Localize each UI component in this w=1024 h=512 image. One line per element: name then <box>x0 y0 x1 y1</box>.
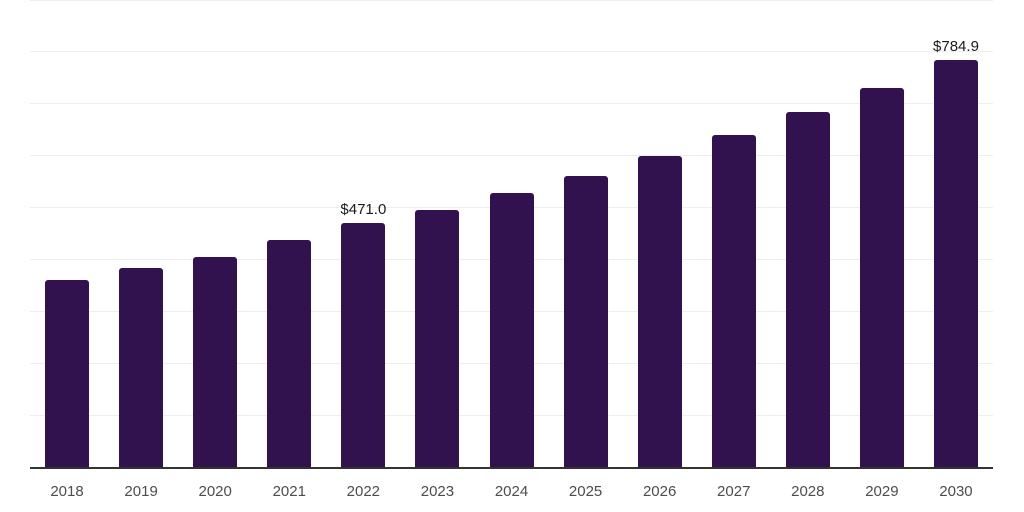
gridline-900 <box>30 0 993 1</box>
x-axis-labels: 2018 2019 2020 2021 2022 2023 2024 2025 2026 2027… <box>30 483 993 500</box>
bar-value-label-2022: $471.0 <box>340 200 387 218</box>
bar-slot-2027 <box>697 0 771 467</box>
bar-2029 <box>859 87 904 467</box>
bar-slot-2019 <box>104 0 178 467</box>
bar-2025 <box>563 175 608 467</box>
bar-2026 <box>637 156 682 467</box>
plot-area: $471.0 $784.9 <box>30 0 993 469</box>
bar-slot-2018 <box>30 0 104 467</box>
bar-slot-2022: $471.0 <box>326 0 400 467</box>
x-tick-label-2024: 2024 <box>494 483 529 500</box>
bar-2020 <box>193 256 238 467</box>
x-tick-label-2028: 2028 <box>791 483 825 500</box>
bar-slot-2021 <box>252 0 326 467</box>
x-tick-label-2027: 2027 <box>717 483 751 500</box>
x-tick-label-2030: 2030 <box>939 483 973 500</box>
bar-2024 <box>489 192 534 467</box>
x-tick-label-2020: 2020 <box>198 483 232 500</box>
bar-slot-2030: $784.9 <box>919 0 993 467</box>
gridline-800 <box>30 51 993 53</box>
x-tick-label-2023: 2023 <box>420 483 455 500</box>
bar-2027 <box>711 134 756 467</box>
x-tick-label-2025: 2025 <box>568 483 603 500</box>
gridline-600 <box>30 155 993 157</box>
bar-slot-2029 <box>845 0 919 467</box>
x-tick-label-2026: 2026 <box>642 483 677 500</box>
bar-2030 <box>933 59 978 467</box>
bar-2021 <box>267 240 312 467</box>
x-tick-label-2018: 2018 <box>50 483 84 500</box>
bar-slot-2025 <box>549 0 623 467</box>
bar-2023 <box>415 209 460 467</box>
bars: $471.0 $784.9 <box>30 0 993 467</box>
bar-2028 <box>785 112 830 467</box>
bar-value-label-2030: $784.9 <box>933 37 979 55</box>
bar-slot-2023 <box>400 0 474 467</box>
x-tick-label-2019: 2019 <box>124 483 158 500</box>
gridline-700 <box>30 103 993 105</box>
bar-chart: $471.0 $784.9 2018 2019 2020 2021 2022 2023 202… <box>30 0 993 512</box>
x-tick-label-2022: 2022 <box>346 483 381 500</box>
bar-slot-2026 <box>623 0 697 467</box>
bar-2022 <box>341 222 386 467</box>
x-tick-label-2021: 2021 <box>272 483 306 500</box>
bar-2018 <box>45 280 90 467</box>
bar-2019 <box>119 268 164 467</box>
bar-slot-2024 <box>474 0 548 467</box>
bar-slot-2020 <box>178 0 252 467</box>
x-tick-label-2029: 2029 <box>865 483 899 500</box>
bar-slot-2028 <box>771 0 845 467</box>
